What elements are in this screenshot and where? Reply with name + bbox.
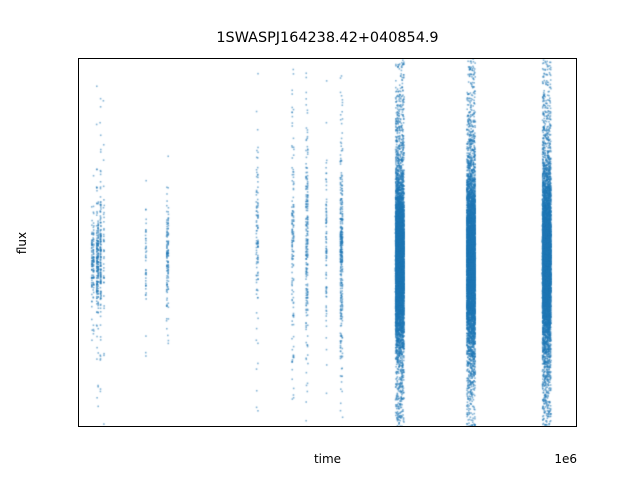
y-tick-mark [78,312,79,313]
y-tick-mark [78,130,79,131]
y-tick-mark [78,221,79,222]
y-axis-label-text: flux [15,231,30,254]
chart-title: 1SWASPJ164238.42+040854.9 [216,30,439,46]
x-tick-mark [449,426,450,427]
y-axis-label: flux [14,58,30,427]
y-tick-mark [78,175,79,176]
y-tick-mark [78,357,79,358]
x-axis-offset-label: 1e6 [554,452,577,466]
x-axis-label: time [313,452,342,466]
scatter-points-layer [79,59,576,426]
y-tick-mark [78,266,79,267]
x-tick-mark [125,426,126,427]
x-tick-mark [233,426,234,427]
y-tick-mark [78,84,79,85]
x-tick-mark [557,426,558,427]
y-tick-mark [78,403,79,404]
plot-axes-frame: 14.515.015.516.016.517.017.518.0 2.45402… [78,58,577,427]
x-tick-mark [341,426,342,427]
